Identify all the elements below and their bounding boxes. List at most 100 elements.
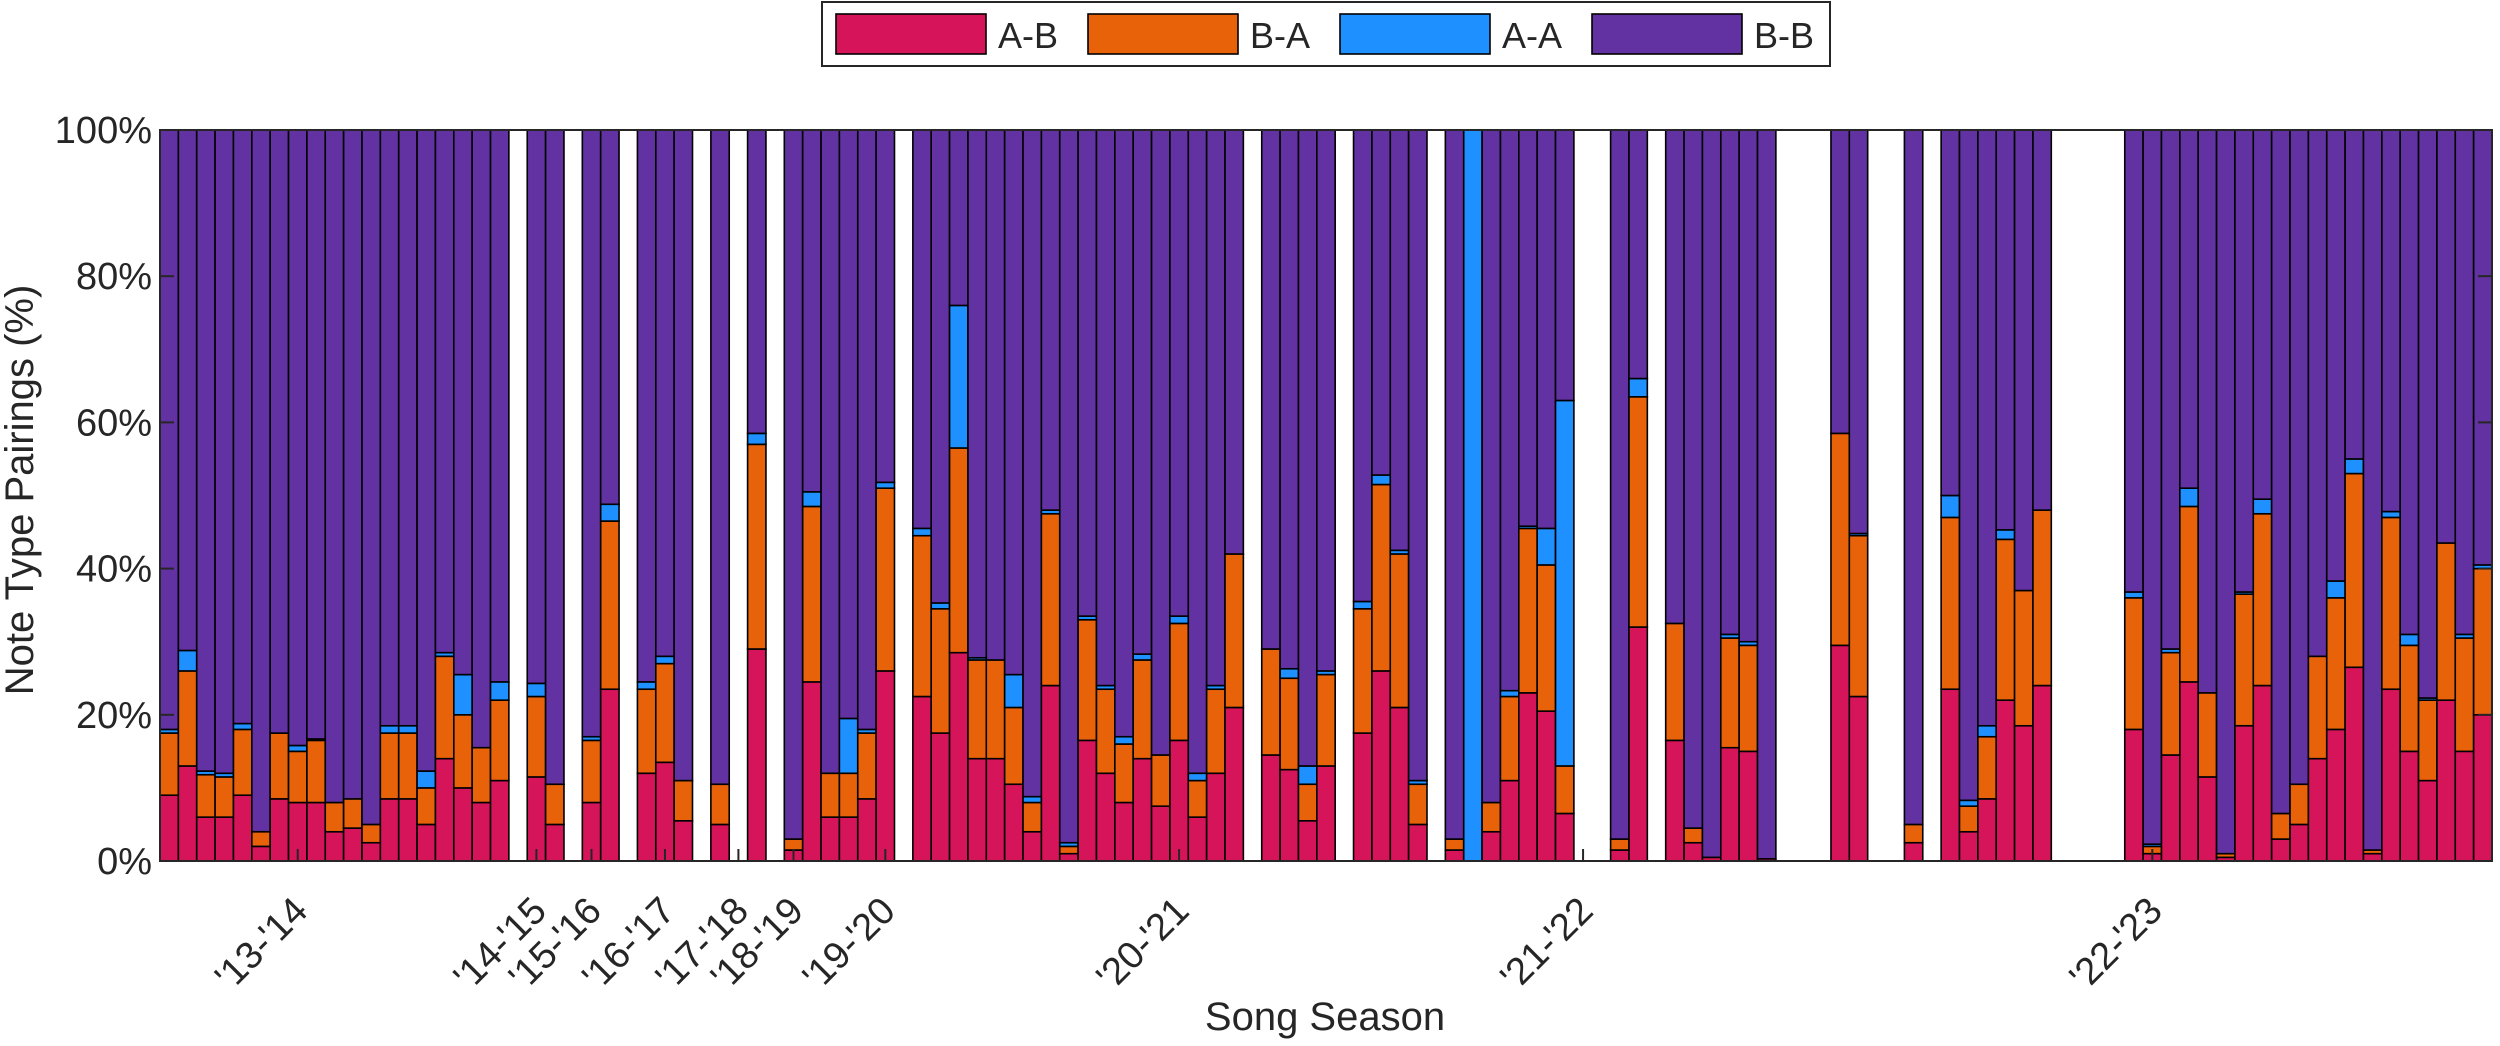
bar-2-aa	[177, 649, 198, 672]
bar-58-bb	[1205, 129, 1226, 687]
bar-39-ba	[856, 732, 877, 800]
bar-81-ba	[1628, 396, 1649, 628]
bar-64-ab	[1316, 765, 1336, 862]
bar-122-aa	[2381, 510, 2401, 519]
x-tick-label: '13-'14	[207, 890, 316, 999]
bar-55-bb	[1150, 129, 1171, 756]
bar-114-ab	[2234, 724, 2255, 862]
bar-86-ab	[1719, 746, 1740, 862]
bar-100-bb	[1977, 129, 1998, 727]
y-tick-label: 60%	[76, 402, 152, 444]
bar-84-bb	[1683, 129, 1704, 829]
bar-8-ba	[287, 750, 308, 804]
bar-61-bb	[1260, 129, 1281, 650]
bar-33-ab	[746, 648, 767, 862]
bar-81-aa	[1628, 377, 1649, 398]
bar-2-bb	[177, 129, 198, 652]
bar-100-aa	[1977, 724, 1998, 738]
bar-6-ab	[251, 845, 271, 862]
bar-38-ba	[838, 772, 859, 818]
bar-66-ba	[1352, 608, 1373, 734]
bar-17-bb	[452, 129, 473, 676]
bar-49-ab	[1040, 684, 1061, 862]
bar-21-bb	[526, 129, 547, 685]
bar-55-ab	[1150, 805, 1171, 862]
bar-116-ab	[2270, 838, 2291, 862]
bar-123-ab	[2399, 750, 2420, 862]
bar-9-ba	[306, 739, 327, 804]
bar-93-bb	[1848, 129, 1869, 535]
bar-64-ba	[1316, 673, 1336, 767]
bar-99-bb	[1958, 129, 1979, 802]
bar-86-ba	[1719, 637, 1740, 749]
bar-44-ba	[948, 447, 969, 654]
bar-6-ba	[251, 830, 271, 848]
bar-67-ab	[1371, 670, 1392, 862]
bar-10-ab	[324, 830, 345, 862]
bar-48-ba	[1022, 801, 1043, 833]
bar-75-ba	[1518, 527, 1538, 694]
bar-119-aa	[2325, 580, 2346, 599]
legend-swatch-b-b	[1591, 13, 1743, 55]
bar-117-bb	[2289, 129, 2310, 786]
bar-42-ab	[912, 695, 933, 862]
bar-99-ab	[1958, 830, 1979, 862]
bar-16-ab	[434, 757, 455, 862]
legend-swatch-a-b	[835, 13, 987, 55]
bar-115-aa	[2252, 498, 2273, 515]
bar-47-ba	[1003, 706, 1024, 786]
bar-98-aa	[1940, 494, 1961, 519]
bar-80-ba	[1609, 838, 1630, 851]
bar-118-bb	[2307, 129, 2328, 658]
bar-115-ab	[2252, 684, 2273, 862]
bar-96-ba	[1903, 823, 1924, 844]
bar-29-ab	[673, 819, 694, 862]
bar-12-bb	[361, 129, 382, 826]
bar-110-ba	[2160, 651, 2181, 756]
bar-112-ba	[2197, 692, 2218, 778]
bar-63-bb	[1297, 129, 1318, 767]
bar-92-ba	[1830, 432, 1851, 647]
bar-108-ba	[2123, 597, 2144, 731]
bar-120-bb	[2344, 129, 2365, 460]
bar-53-bb	[1114, 129, 1134, 738]
bar-33-ba	[746, 443, 767, 650]
bar-54-bb	[1132, 129, 1153, 655]
bar-33-bb	[746, 129, 767, 435]
bar-51-ba	[1077, 618, 1098, 742]
bar-36-bb	[801, 129, 822, 493]
bar-43-aa	[930, 602, 951, 610]
bar-71-ba	[1444, 838, 1465, 851]
bar-1-ba	[159, 732, 180, 797]
bar-113-bb	[2215, 129, 2236, 855]
bar-74-ab	[1499, 779, 1520, 862]
bar-51-ab	[1077, 739, 1098, 862]
bar-92-bb	[1830, 129, 1851, 435]
bar-108-bb	[2123, 129, 2144, 593]
bar-43-ab	[930, 732, 951, 862]
x-tick-label: '22-'23	[2062, 890, 2171, 999]
bar-57-ab	[1187, 816, 1208, 862]
bar-54-ab	[1132, 757, 1153, 862]
bar-35-bb	[783, 129, 804, 840]
bar-83-ba	[1664, 622, 1685, 742]
bar-77-ba	[1554, 765, 1575, 815]
bar-24-ba	[581, 739, 602, 804]
bar-126-ab	[2454, 750, 2475, 862]
bar-84-ba	[1683, 827, 1704, 844]
bar-50-ab	[1058, 852, 1079, 862]
bar-87-bb	[1738, 129, 1759, 643]
bar-8-bb	[287, 129, 308, 747]
bar-42-bb	[912, 129, 933, 530]
bar-3-ba	[195, 773, 216, 818]
bar-43-bb	[930, 129, 951, 604]
bar-92-ab	[1830, 644, 1851, 862]
x-tick-label: '19-'20	[795, 890, 904, 999]
bar-67-bb	[1371, 129, 1392, 476]
bar-109-bb	[2142, 129, 2163, 845]
bar-27-bb	[636, 129, 657, 683]
bar-76-ba	[1536, 564, 1557, 712]
bar-49-ba	[1040, 512, 1061, 687]
bar-74-aa	[1499, 689, 1520, 698]
bar-51-bb	[1077, 129, 1098, 617]
